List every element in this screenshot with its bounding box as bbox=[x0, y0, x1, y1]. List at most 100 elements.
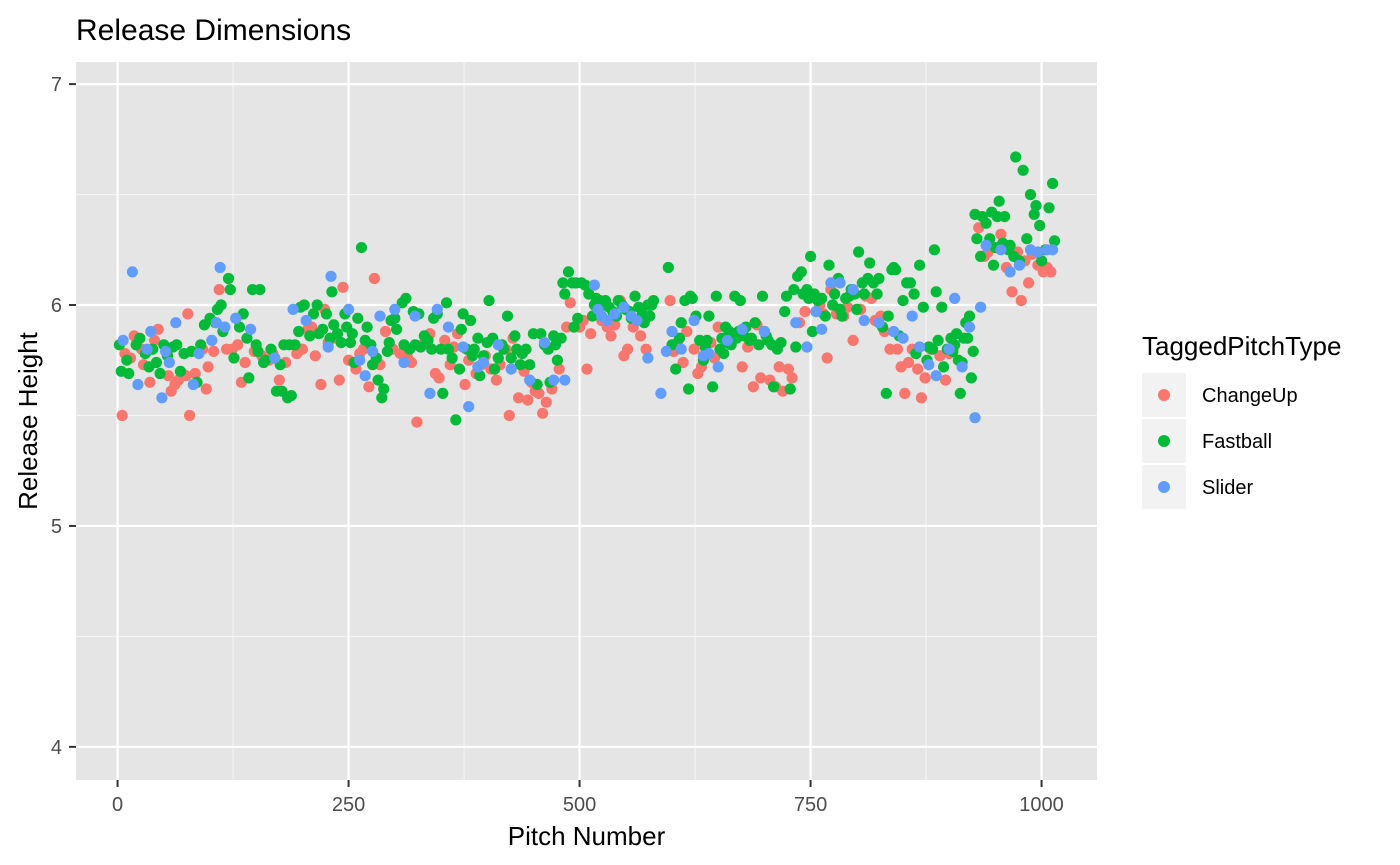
data-point bbox=[555, 332, 567, 344]
data-point bbox=[337, 281, 349, 293]
data-point bbox=[784, 383, 796, 395]
data-point bbox=[328, 319, 340, 331]
data-point bbox=[688, 343, 700, 355]
data-point bbox=[559, 374, 571, 386]
data-point bbox=[703, 348, 715, 360]
data-point bbox=[389, 303, 401, 315]
data-point bbox=[489, 363, 501, 375]
data-point bbox=[819, 310, 831, 322]
data-point bbox=[344, 337, 356, 349]
data-point bbox=[187, 378, 199, 391]
data-point bbox=[409, 310, 421, 322]
data-point bbox=[703, 310, 715, 322]
x-tick-label: 1000 bbox=[1019, 794, 1064, 816]
data-point bbox=[836, 310, 848, 322]
data-point bbox=[346, 328, 358, 340]
data-point bbox=[389, 312, 401, 324]
data-point bbox=[660, 345, 673, 357]
data-point bbox=[873, 272, 885, 285]
data-point bbox=[538, 337, 551, 349]
data-point bbox=[871, 288, 883, 300]
data-point bbox=[755, 372, 767, 384]
data-point bbox=[391, 323, 403, 335]
legend-swatch bbox=[1158, 481, 1170, 493]
data-point bbox=[440, 297, 453, 309]
data-point bbox=[664, 295, 676, 307]
data-point bbox=[325, 270, 337, 282]
data-point bbox=[509, 330, 521, 342]
data-point bbox=[367, 345, 379, 357]
x-tick-label: 250 bbox=[332, 794, 365, 816]
data-point bbox=[829, 288, 841, 300]
data-point bbox=[331, 328, 344, 340]
data-point bbox=[873, 317, 885, 329]
data-point bbox=[285, 390, 297, 402]
data-point bbox=[914, 341, 926, 353]
data-point bbox=[897, 295, 909, 307]
data-point bbox=[993, 195, 1005, 207]
data-point bbox=[662, 261, 674, 274]
data-point bbox=[245, 323, 257, 335]
data-point bbox=[363, 381, 375, 393]
data-point bbox=[252, 345, 264, 357]
data-point bbox=[520, 343, 532, 355]
data-point bbox=[474, 370, 486, 382]
data-point bbox=[141, 343, 153, 355]
data-point bbox=[453, 363, 466, 375]
data-point bbox=[287, 303, 299, 315]
data-point bbox=[799, 306, 811, 318]
data-point bbox=[923, 359, 935, 371]
minor-gridlines bbox=[76, 62, 1097, 780]
data-point bbox=[747, 381, 759, 393]
data-point bbox=[932, 334, 944, 346]
data-point bbox=[1013, 259, 1025, 271]
y-tick-label: 5 bbox=[51, 516, 62, 538]
data-point bbox=[601, 314, 613, 327]
data-point bbox=[721, 334, 734, 346]
data-point bbox=[215, 299, 227, 311]
data-point bbox=[398, 356, 410, 369]
data-point bbox=[562, 266, 575, 278]
y-tick-label: 4 bbox=[51, 737, 62, 759]
data-point bbox=[232, 339, 244, 351]
data-point bbox=[655, 387, 667, 399]
data-point bbox=[551, 354, 564, 366]
data-point bbox=[477, 356, 490, 369]
data-point bbox=[880, 387, 892, 399]
data-point bbox=[701, 334, 713, 346]
data-point bbox=[904, 277, 917, 289]
data-point bbox=[195, 339, 207, 351]
legend-swatch bbox=[1158, 389, 1170, 401]
data-point bbox=[949, 292, 961, 304]
data-point bbox=[222, 272, 235, 285]
data-point bbox=[790, 341, 802, 353]
data-points bbox=[113, 151, 1061, 428]
data-point bbox=[971, 233, 983, 245]
data-point bbox=[490, 374, 502, 386]
data-point bbox=[969, 412, 981, 424]
data-point bbox=[851, 303, 863, 315]
data-point bbox=[585, 328, 597, 340]
data-point bbox=[681, 325, 693, 338]
data-point bbox=[756, 290, 769, 302]
data-point bbox=[368, 272, 380, 285]
data-point bbox=[888, 325, 900, 338]
data-point bbox=[629, 290, 641, 302]
data-point bbox=[426, 343, 438, 355]
data-point bbox=[707, 381, 719, 393]
data-point bbox=[457, 341, 469, 353]
data-point bbox=[1034, 219, 1046, 232]
data-point bbox=[847, 334, 859, 346]
data-point bbox=[1047, 177, 1059, 190]
data-point bbox=[464, 314, 477, 327]
data-point bbox=[150, 356, 162, 369]
data-point bbox=[483, 295, 495, 307]
data-point bbox=[718, 348, 730, 360]
data-point bbox=[472, 332, 484, 344]
data-point bbox=[939, 374, 952, 386]
data-point bbox=[553, 363, 565, 375]
data-point bbox=[967, 345, 979, 357]
data-point bbox=[219, 321, 231, 333]
data-point bbox=[513, 392, 525, 404]
